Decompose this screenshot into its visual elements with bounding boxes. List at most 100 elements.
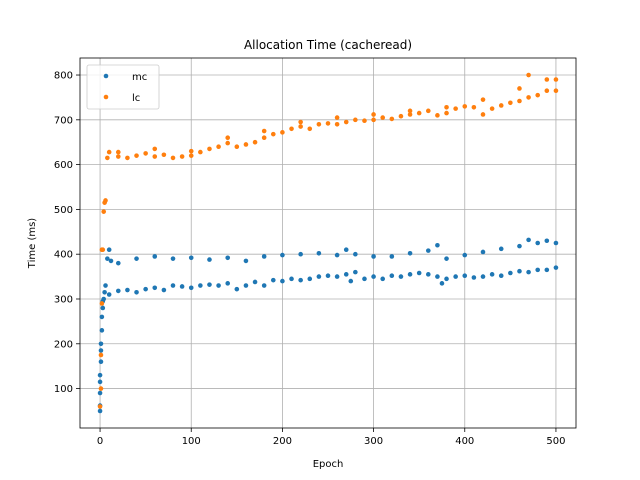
data-point-mc [252, 279, 258, 285]
data-point-mc [98, 348, 104, 353]
data-point-mc [108, 258, 114, 264]
data-point-lc [316, 121, 322, 127]
data-point-mc [526, 269, 531, 275]
data-point-mc [106, 247, 112, 253]
data-point-mc [298, 251, 303, 257]
data-point-mc [439, 281, 445, 286]
data-point-mc [105, 256, 110, 261]
data-point-lc [188, 153, 194, 158]
legend-label-lc: lc [132, 93, 140, 104]
data-point-lc [99, 301, 105, 306]
chart-title: Allocation Time (cacheread) [244, 38, 412, 52]
data-point-lc [453, 106, 458, 111]
data-point-mc [371, 254, 376, 259]
y-tick-label: 100 [54, 384, 73, 395]
legend-label-mc: mc [132, 72, 147, 83]
data-point-mc [489, 272, 495, 277]
data-point-lc [261, 128, 267, 134]
data-point-lc [298, 124, 303, 129]
data-point-lc [480, 97, 486, 102]
data-point-mc [353, 269, 358, 275]
data-point-mc [97, 379, 103, 385]
data-point-lc [234, 144, 240, 149]
data-point-mc [498, 273, 504, 278]
data-point-lc [179, 154, 185, 159]
data-point-mc [535, 267, 541, 273]
data-point-lc [435, 113, 440, 118]
data-point-mc [198, 283, 203, 288]
data-point-mc [425, 272, 431, 277]
data-point-lc [526, 72, 531, 78]
data-point-mc [435, 274, 440, 279]
data-point-lc [508, 100, 513, 106]
data-point-mc [106, 292, 112, 297]
data-points [97, 72, 559, 414]
data-point-lc [489, 106, 495, 111]
data-point-lc [280, 130, 285, 135]
data-point-mc [517, 243, 522, 249]
data-point-mc [407, 251, 413, 256]
y-axis-title: Time (ms) [27, 218, 38, 270]
data-point-lc [462, 104, 468, 109]
data-point-mc [535, 240, 541, 246]
data-point-mc [152, 285, 158, 291]
data-point-mc [101, 296, 107, 302]
x-tick-label: 400 [455, 436, 474, 447]
data-point-mc [498, 246, 504, 252]
series-lc [97, 72, 559, 409]
data-point-mc [97, 408, 103, 414]
data-point-mc [307, 276, 313, 282]
data-point-mc [462, 252, 468, 258]
data-point-lc [371, 112, 376, 117]
data-point-lc [103, 198, 108, 203]
data-point-mc [407, 272, 413, 277]
data-point-mc [261, 283, 267, 288]
data-point-lc [143, 151, 148, 156]
data-point-mc [544, 267, 550, 273]
data-point-lc [343, 119, 349, 125]
data-point-lc [471, 104, 477, 110]
y-tick-label: 800 [54, 71, 73, 82]
data-point-lc [261, 135, 267, 141]
data-point-lc [517, 86, 522, 91]
data-point-mc [179, 284, 185, 289]
data-point-mc [462, 273, 468, 278]
data-point-mc [416, 270, 422, 276]
data-point-mc [98, 341, 104, 347]
data-point-lc [98, 386, 104, 391]
data-point-lc [425, 108, 431, 114]
data-point-lc [353, 117, 358, 123]
data-point-lc [216, 144, 221, 149]
data-point-lc [125, 155, 130, 161]
data-point-mc [371, 274, 376, 279]
data-point-mc [125, 287, 130, 293]
data-point-mc [453, 274, 458, 279]
data-point-lc [380, 115, 386, 120]
data-point-mc [170, 283, 176, 288]
data-point-mc [480, 249, 486, 255]
data-point-lc [526, 95, 531, 100]
data-point-lc [100, 247, 106, 253]
data-point-lc [307, 126, 313, 132]
y-tick-label: 400 [54, 250, 73, 261]
grid [80, 58, 576, 428]
data-point-mc [508, 270, 513, 276]
data-point-lc [389, 116, 395, 122]
x-tick-label: 0 [97, 436, 103, 447]
data-point-lc [498, 103, 504, 108]
data-point-lc [152, 154, 158, 159]
data-point-mc [207, 257, 212, 262]
legend-box [86, 64, 160, 110]
series-mc [97, 237, 559, 414]
data-point-mc [316, 274, 322, 279]
data-point-mc [334, 252, 340, 258]
data-point-lc [371, 117, 376, 123]
y-tick-label: 300 [54, 294, 73, 305]
data-point-mc [99, 314, 105, 320]
data-point-lc [444, 104, 449, 110]
data-point-lc [101, 209, 107, 214]
data-point-mc [100, 305, 106, 311]
data-point-mc [99, 328, 105, 333]
data-point-lc [289, 126, 294, 132]
data-point-mc [103, 283, 108, 288]
